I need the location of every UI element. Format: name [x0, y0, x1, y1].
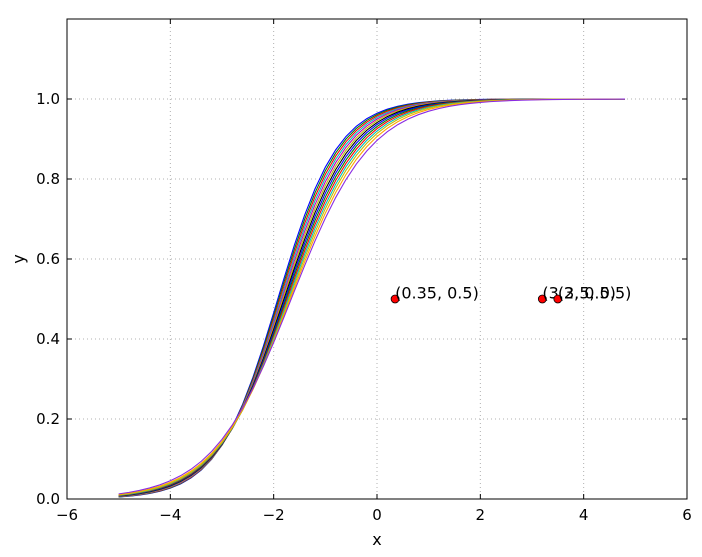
y-axis-label: y — [9, 254, 28, 263]
y-tick-label: 0.2 — [36, 410, 60, 428]
y-tick-label: 1.0 — [36, 90, 60, 108]
y-tick-label: 0.8 — [36, 170, 60, 188]
x-tick-label: 4 — [579, 506, 589, 524]
y-tick-label: 0.4 — [36, 330, 60, 348]
annotated-points: (0.35, 0.5) (3.2, 0.5)(3.5, 0.5) — [390, 284, 632, 304]
data-point-marker — [553, 294, 563, 304]
x-tick-label: 6 — [682, 506, 692, 524]
series-lines — [118, 98, 626, 498]
series-line-14 — [118, 98, 626, 495]
axis-ticks: −6 −4 −2 0 2 4 6 0.0 0.2 0.4 0.6 0.8 1.0 — [36, 19, 692, 524]
x-tick-label: 2 — [476, 506, 486, 524]
y-tick-label: 0.6 — [36, 250, 60, 268]
point-annotation: (3.5, 0.5) — [558, 284, 632, 303]
x-tick-label: −6 — [56, 506, 78, 524]
grid-lines — [66, 19, 688, 500]
data-point-marker — [537, 294, 547, 304]
y-tick-label: 0.0 — [36, 490, 60, 508]
point-annotation: (0.35, 0.5) — [395, 284, 479, 303]
x-tick-label: 0 — [372, 506, 382, 524]
x-tick-label: −4 — [159, 506, 181, 524]
x-tick-label: −2 — [263, 506, 285, 524]
data-point-marker — [390, 294, 400, 304]
x-axis-label: x — [372, 530, 381, 549]
